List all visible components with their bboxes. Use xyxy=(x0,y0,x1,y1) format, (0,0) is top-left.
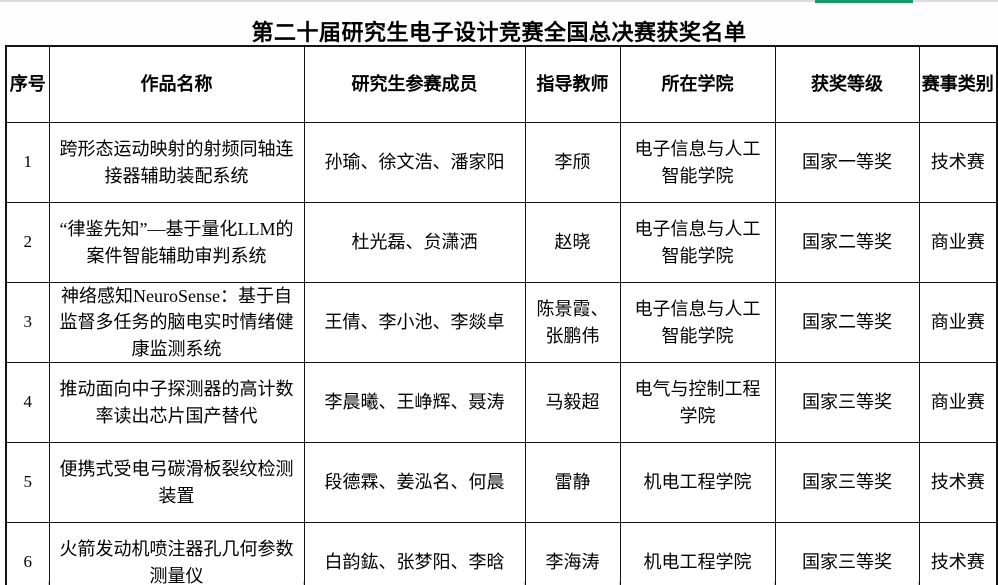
cell-award-level: 国家一等奖 xyxy=(774,122,920,203)
cell-college: 电子信息与人工智能学院 xyxy=(619,122,776,203)
cell-award-level: 国家二等奖 xyxy=(774,202,920,283)
cell-members: 孙瑜、徐文浩、潘家阳 xyxy=(303,122,526,203)
cell-advisor: 李颀 xyxy=(524,122,621,203)
cell-category: 商业赛 xyxy=(918,202,998,283)
cell-award-level: 国家二等奖 xyxy=(774,282,920,363)
award-table: 序号 作品名称 研究生参赛成员 指导教师 所在学院 获奖等级 赛事类别 1 跨形… xyxy=(5,45,998,585)
cell-award-level: 国家三等奖 xyxy=(774,522,920,585)
page-title: 第二十届研究生电子设计竞赛全国总决赛获奖名单 xyxy=(251,20,747,45)
cell-serial-number: 4 xyxy=(5,362,50,443)
divider-stub xyxy=(619,581,620,585)
cell-members: 王倩、李小池、李燚卓 xyxy=(303,282,526,363)
header-work-name: 作品名称 xyxy=(48,45,305,123)
header-members: 研究生参赛成员 xyxy=(303,45,526,123)
cell-work-name: 神络感知NeuroSense：基于自监督多任务的脑电实时情绪健康监测系统 xyxy=(48,282,305,363)
cell-work-name: “律鉴先知”—基于量化LLM的案件智能辅助审判系统 xyxy=(48,202,305,283)
header-serial-number: 序号 xyxy=(5,45,50,123)
header-category: 赛事类别 xyxy=(918,45,998,123)
cell-advisor: 陈景霞、张鹏伟 xyxy=(524,282,621,363)
cell-members: 李晨曦、王峥辉、聂涛 xyxy=(303,362,526,443)
cell-serial-number: 2 xyxy=(5,202,50,283)
cell-category: 技术赛 xyxy=(918,442,998,523)
cell-category: 技术赛 xyxy=(918,522,998,585)
divider-stub xyxy=(918,581,919,585)
header-advisor: 指导教师 xyxy=(524,45,621,123)
cell-members: 白韵鈜、张梦阳、李晗 xyxy=(303,522,526,585)
top-progress-bar xyxy=(815,0,913,3)
divider-stub xyxy=(774,581,775,585)
table-row: 2 “律鉴先知”—基于量化LLM的案件智能辅助审判系统 杜光磊、贠潇洒 赵晓 电… xyxy=(5,202,998,283)
cell-serial-number: 5 xyxy=(5,442,50,523)
divider-stub xyxy=(48,581,49,585)
divider-stub xyxy=(524,581,525,585)
cell-work-name: 推动面向中子探测器的高计数率读出芯片国产替代 xyxy=(48,362,305,443)
cell-advisor: 马毅超 xyxy=(524,362,621,443)
table-row: 1 跨形态运动映射的射频同轴连接器辅助装配系统 孙瑜、徐文浩、潘家阳 李颀 电子… xyxy=(5,122,998,203)
cell-members: 杜光磊、贠潇洒 xyxy=(303,202,526,283)
table-header-row: 序号 作品名称 研究生参赛成员 指导教师 所在学院 获奖等级 赛事类别 xyxy=(5,45,998,123)
cell-work-name: 便携式受电弓碳滑板裂纹检测装置 xyxy=(48,442,305,523)
cell-advisor: 赵晓 xyxy=(524,202,621,283)
cell-work-name: 火箭发动机喷注器孔几何参数测量仪 xyxy=(48,522,305,585)
cell-college: 电子信息与人工智能学院 xyxy=(619,282,776,363)
top-progress-track xyxy=(0,0,998,2)
table-row: 4 推动面向中子探测器的高计数率读出芯片国产替代 李晨曦、王峥辉、聂涛 马毅超 … xyxy=(5,362,998,443)
cell-advisor: 李海涛 xyxy=(524,522,621,585)
cell-award-level: 国家三等奖 xyxy=(774,442,920,523)
cell-serial-number: 1 xyxy=(5,122,50,203)
cell-category: 商业赛 xyxy=(918,362,998,443)
cell-serial-number: 6 xyxy=(5,522,50,585)
header-college: 所在学院 xyxy=(619,45,776,123)
cell-award-level: 国家三等奖 xyxy=(774,362,920,443)
cell-members: 段德霖、姜泓名、何晨 xyxy=(303,442,526,523)
cell-college: 机电工程学院 xyxy=(619,442,776,523)
table-row: 6 火箭发动机喷注器孔几何参数测量仪 白韵鈜、张梦阳、李晗 李海涛 机电工程学院… xyxy=(5,522,998,585)
cell-advisor: 雷静 xyxy=(524,442,621,523)
cell-college: 机电工程学院 xyxy=(619,522,776,585)
table-row: 3 神络感知NeuroSense：基于自监督多任务的脑电实时情绪健康监测系统 王… xyxy=(5,282,998,363)
cell-category: 商业赛 xyxy=(918,282,998,363)
cell-serial-number: 3 xyxy=(5,282,50,363)
divider-stub xyxy=(303,581,304,585)
cell-college: 电气与控制工程学院 xyxy=(619,362,776,443)
cell-category: 技术赛 xyxy=(918,122,998,203)
header-award-level: 获奖等级 xyxy=(774,45,920,123)
table-row: 5 便携式受电弓碳滑板裂纹检测装置 段德霖、姜泓名、何晨 雷静 机电工程学院 国… xyxy=(5,442,998,523)
cell-work-name: 跨形态运动映射的射频同轴连接器辅助装配系统 xyxy=(48,122,305,203)
cell-college: 电子信息与人工智能学院 xyxy=(619,202,776,283)
